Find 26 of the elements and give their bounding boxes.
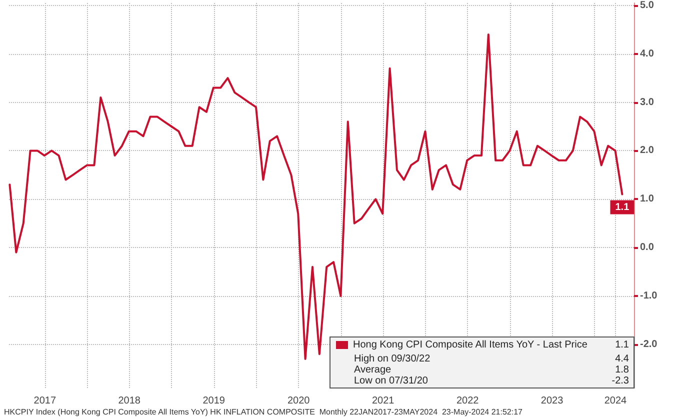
x-tick-label: 2017 xyxy=(34,396,56,406)
y-tick-label: 5.0 xyxy=(640,0,654,11)
annotation: Low on 07/31/20 xyxy=(354,376,428,386)
annotation: Average xyxy=(354,364,392,376)
x-tick-label: 2019 xyxy=(202,396,226,406)
y-tick-label: 1.0 xyxy=(640,194,654,205)
annotation: 4.4 xyxy=(615,354,630,364)
y-tick-label: 3.0 xyxy=(640,96,654,108)
data-label: 1.1 xyxy=(615,202,630,213)
annotation: High on 09/30/22 xyxy=(354,354,431,364)
x-tick-label: 2024 xyxy=(604,396,628,406)
legend-label: Hong Kong CPI Composite All Items YoY - Last Price xyxy=(353,340,588,350)
x-tick-label: 2018 xyxy=(118,396,141,406)
x-tick-label: 2023 xyxy=(540,396,564,406)
y-tick-label: 0.0 xyxy=(640,242,654,254)
annotation: 1.1 xyxy=(615,340,630,350)
y-tick-label: 4.0 xyxy=(640,48,654,60)
x-tick-label: 2021 xyxy=(372,396,395,406)
text: HKCPIY Index (Hong Kong CPI Composite All Items YoY) HK INFLATION COMPOSITE Monthly 22JAN2017-23MAY2024 23-May-2024 21:52:17 xyxy=(4,408,524,416)
x-tick-label: 2022 xyxy=(456,396,480,406)
annotation: 1.8 xyxy=(615,364,630,376)
annotation: -2.3 xyxy=(612,376,630,386)
y-tick-label: -1.0 xyxy=(640,290,658,302)
y-tick-label: 2.0 xyxy=(640,145,654,156)
x-tick-label: 2020 xyxy=(287,396,310,406)
y-tick-label: -2.0 xyxy=(640,338,658,350)
